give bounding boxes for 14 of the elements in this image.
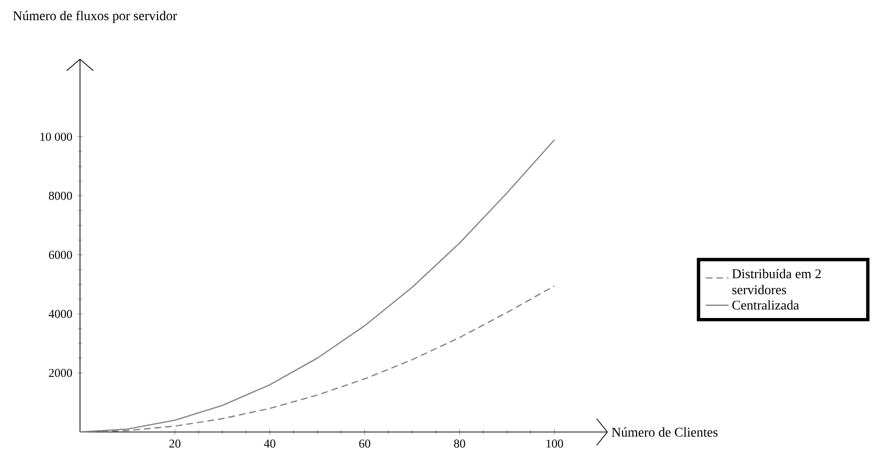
y-tick-label: 8000	[48, 192, 72, 200]
x-tick-label: 80	[454, 440, 466, 448]
x-tick-label: 40	[264, 440, 276, 448]
y-tick-label: 6000	[48, 250, 72, 259]
y-tick-label: 10 000	[40, 132, 72, 141]
x-tick-label: 20	[169, 440, 180, 448]
x-tick-label: 100	[546, 440, 564, 448]
legend-label: Distribuída em 2 servidores	[732, 268, 821, 294]
legend-label: Centralizada	[732, 300, 800, 310]
y-axis-title: Número de fluxos por servidor	[13, 10, 178, 23]
x-tick-label: 60	[359, 440, 370, 448]
y-tick-label: 2000	[48, 368, 72, 378]
y-tick-label: 4000	[48, 310, 72, 318]
x-axis-title: Número de Clientes	[612, 427, 718, 437]
